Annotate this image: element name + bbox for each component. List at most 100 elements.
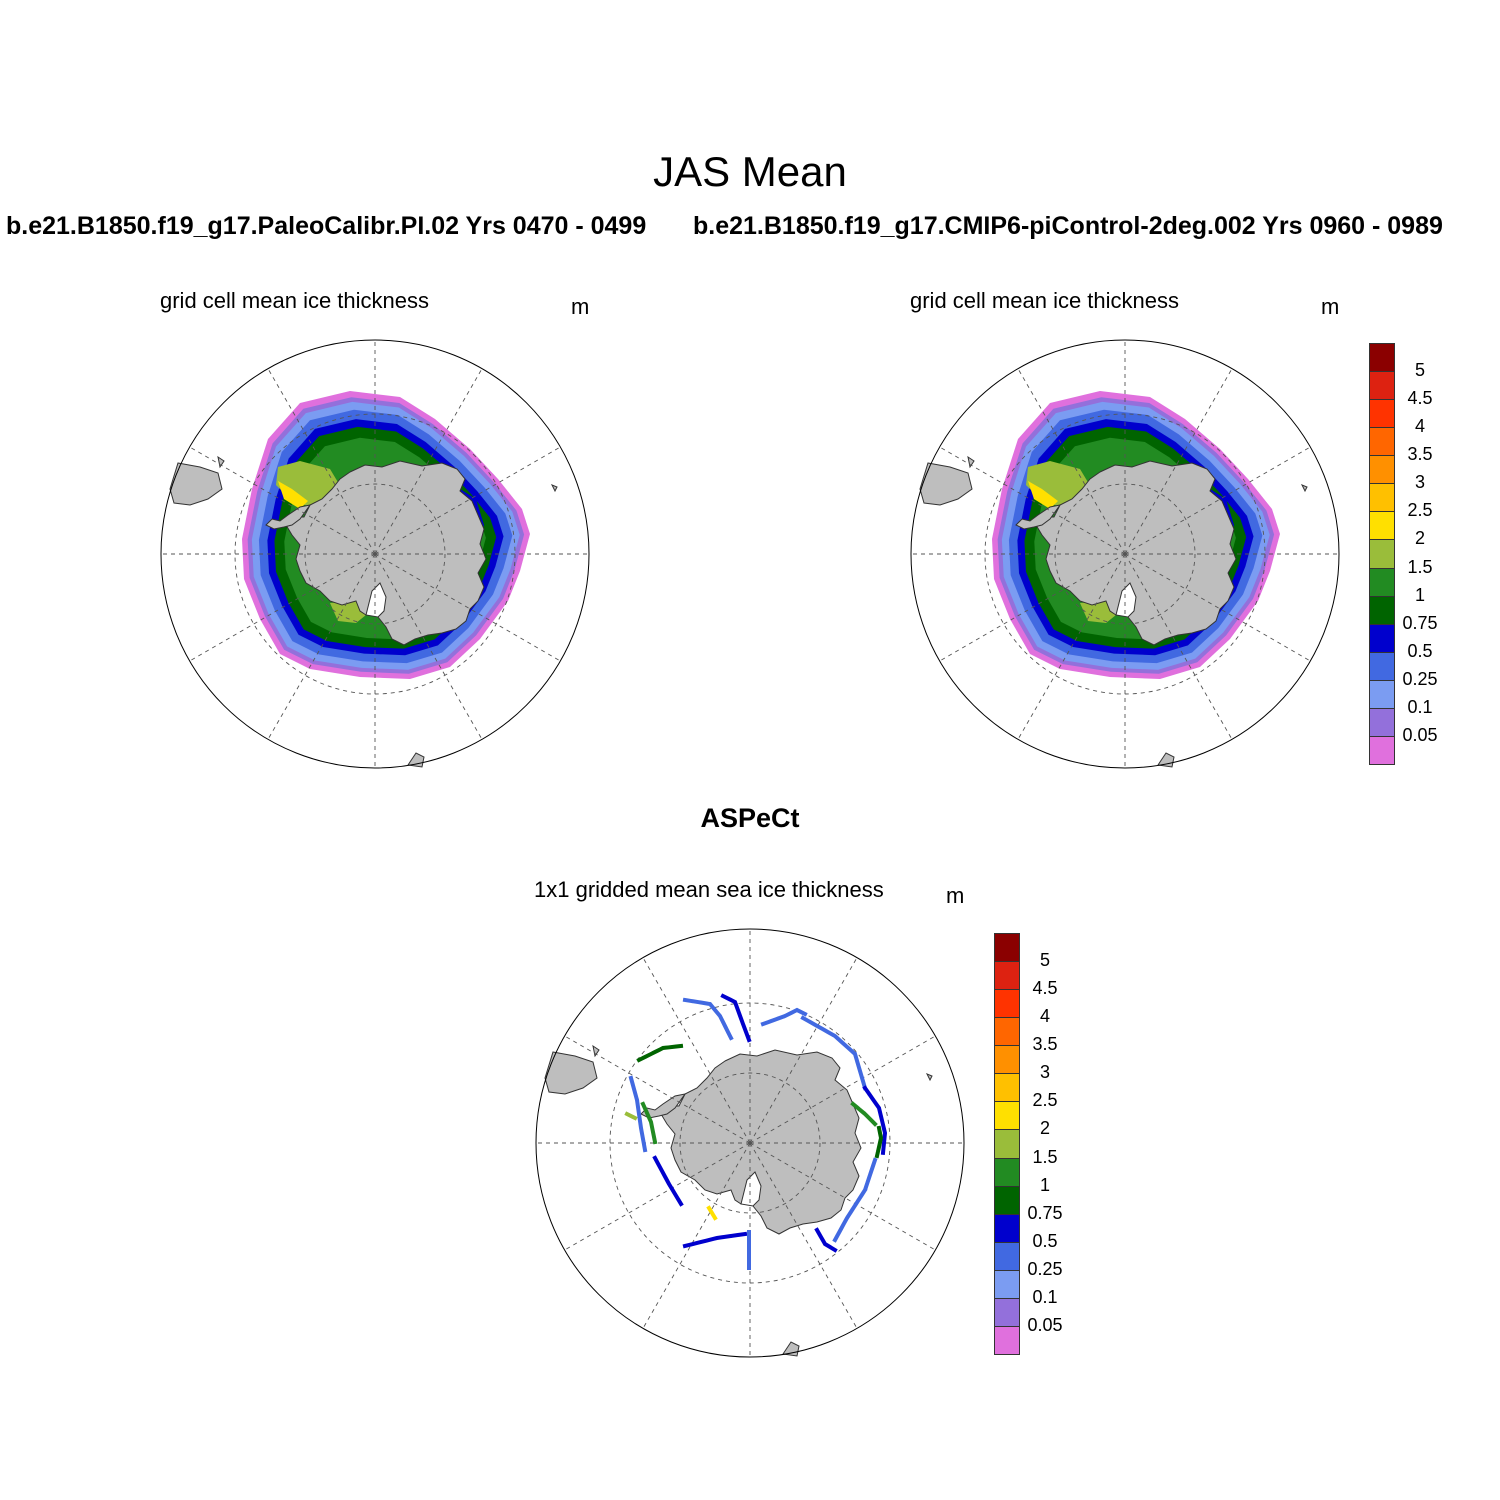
- map-panel-paleo: [160, 339, 590, 769]
- aspect-ship-track: [800, 1015, 868, 1091]
- meridian-line: [374, 553, 560, 661]
- meridian-line: [1124, 447, 1310, 555]
- colorbar-tick-label: 1: [1039, 1174, 1050, 1195]
- colorbar-swatch: [1369, 651, 1395, 681]
- colorbar-swatch: [994, 961, 1020, 991]
- meridian-line: [749, 1142, 935, 1250]
- map-border: [910, 339, 1340, 769]
- colorbar-swatch: [994, 1073, 1020, 1103]
- ross-ice-shelf: [365, 582, 387, 618]
- meridian-line: [940, 553, 1126, 661]
- antarctica-landmass: [285, 460, 487, 646]
- colorbar-swatch: [1369, 623, 1395, 653]
- colorbar-swatch: [1369, 427, 1395, 457]
- meridian-line: [749, 1142, 857, 1328]
- colorbar-tick-label: 0.75: [1402, 612, 1438, 633]
- meridian-line: [1124, 553, 1232, 739]
- graticule: [912, 341, 1338, 767]
- colorbar-swatch: [1369, 595, 1395, 625]
- colorbar-tick-label: 3.5: [1032, 1034, 1058, 1055]
- ross-ice-shelf: [740, 1171, 762, 1207]
- colorbar-swatch: [994, 1213, 1020, 1243]
- colorbar-tick-label: 4.5: [1032, 978, 1058, 999]
- meridian-line: [749, 1036, 935, 1144]
- aspect-ship-track: [652, 1155, 684, 1207]
- map-panel-aspect: [535, 928, 965, 1358]
- colorbar-tick-label: 2: [1039, 1118, 1050, 1139]
- antarctic-peninsula: [1015, 504, 1062, 530]
- colorbar-tick-label: 0.05: [1027, 1314, 1063, 1335]
- colorbar-swatch: [994, 1045, 1020, 1075]
- aspect-ship-track: [682, 1231, 748, 1249]
- colorbar-swatch: [1369, 735, 1395, 765]
- meridian-line: [190, 447, 376, 555]
- aspect-section-title: ASPeCt: [700, 803, 800, 833]
- panel-2-variable-label: grid cell mean ice thickness: [910, 288, 1180, 313]
- colorbar-tick-label: 0.5: [1032, 1230, 1058, 1251]
- meridian-line: [643, 958, 751, 1144]
- colorbar-tick-label: 3.5: [1407, 444, 1433, 465]
- colorbar-tick-label: 0.1: [1032, 1286, 1058, 1307]
- colorbar-swatch: [1369, 455, 1395, 485]
- meridian-line: [190, 553, 376, 661]
- colorbar-swatch: [1369, 679, 1395, 709]
- aspect-ship-track: [850, 1101, 878, 1127]
- aspect-ship-track: [832, 1157, 878, 1243]
- colorbar-swatch: [994, 1185, 1020, 1215]
- meridian-line: [374, 553, 482, 739]
- meridian-line: [374, 369, 482, 555]
- meridian-line: [565, 1142, 751, 1250]
- meridian-line: [1124, 553, 1310, 661]
- aspect-ship-track: [874, 1125, 884, 1159]
- panel-2-run-title: b.e21.B1850.f19_g17.CMIP6-piControl-2deg…: [693, 212, 1443, 240]
- aspect-ship-track: [624, 1111, 638, 1121]
- meridian-line: [940, 447, 1126, 555]
- meridian-line: [1018, 553, 1126, 739]
- aspect-ship-track: [640, 1101, 658, 1145]
- panel-1-variable-label: grid cell mean ice thickness: [160, 288, 430, 313]
- colorbar-tick-label: 2: [1414, 528, 1425, 549]
- colorbar-swatch: [1369, 399, 1395, 429]
- ice-thick-patch-ross: [330, 601, 366, 623]
- colorbar-swatch: [1369, 707, 1395, 737]
- map-border: [535, 928, 965, 1358]
- figure-title: JAS Mean: [653, 148, 847, 195]
- colorbar-swatch: [1369, 371, 1395, 401]
- colorbar-tick-label: 0.5: [1407, 640, 1433, 661]
- colorbar-tick-label: 0.1: [1407, 696, 1433, 717]
- aspect-ship-track: [760, 1007, 808, 1027]
- aspect-ship-track: [720, 993, 752, 1043]
- colorbar-swatch: [994, 1129, 1020, 1159]
- colorbar-tick-label: 0.25: [1027, 1258, 1063, 1279]
- colorbar-tick-label: 2.5: [1032, 1090, 1058, 1111]
- panel-3-variable-label: 1x1 gridded mean sea ice thickness: [534, 877, 884, 902]
- colorbar-swatch: [994, 1325, 1020, 1355]
- colorbar-swatch: [1369, 483, 1395, 513]
- colorbar-swatch: [1369, 539, 1395, 569]
- aspect-ship-track: [628, 1075, 648, 1153]
- colorbar-tick-label: 0.75: [1027, 1202, 1063, 1223]
- antarctica-landmass: [1035, 460, 1237, 646]
- aspect-ship-track: [682, 997, 734, 1041]
- colorbar-tick-label: 4: [1039, 1006, 1050, 1027]
- colorbar-swatch: [1369, 511, 1395, 541]
- meridian-line: [565, 1036, 751, 1144]
- panel-1-run-title: b.e21.B1850.f19_g17.PaleoCalibr.PI.02 Yr…: [6, 212, 647, 240]
- colorbar-tick-label: 3: [1414, 472, 1425, 493]
- colorbar-top: 0.05 0.1 0.25 0.5 0.75 1 1.5 2 2.5 3 3.5 4 4.5 5: [1369, 343, 1438, 765]
- colorbar-swatch: [994, 1241, 1020, 1271]
- colorbar-swatch: [994, 1297, 1020, 1327]
- latitude-75s-circle: [1054, 483, 1196, 625]
- island-marker: [925, 1073, 933, 1082]
- colorbar-tick-label: 4: [1414, 416, 1425, 437]
- panel-1-units-label: m: [571, 294, 590, 319]
- aspect-ship-track: [636, 1043, 684, 1063]
- colorbar-tick-label: 5: [1039, 950, 1050, 971]
- latitude-75s-circle: [304, 483, 446, 625]
- south-america-tip: [544, 1051, 598, 1095]
- colorbar-tick-label: 0.05: [1402, 724, 1438, 745]
- colorbar-tick-label: 4.5: [1407, 388, 1433, 409]
- colorbar-swatch: [994, 1101, 1020, 1131]
- colorbar-swatch: [994, 989, 1020, 1019]
- antarctica-landmass: [660, 1049, 862, 1235]
